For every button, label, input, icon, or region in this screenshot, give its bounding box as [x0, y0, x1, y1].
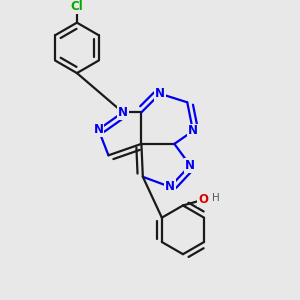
- Text: H: H: [212, 193, 220, 203]
- Text: Cl: Cl: [70, 0, 83, 14]
- Text: O: O: [198, 193, 208, 206]
- Text: N: N: [185, 159, 195, 172]
- Text: N: N: [165, 180, 175, 194]
- Text: N: N: [118, 106, 128, 119]
- Text: N: N: [93, 123, 103, 136]
- Text: N: N: [155, 87, 165, 100]
- Text: N: N: [188, 124, 198, 137]
